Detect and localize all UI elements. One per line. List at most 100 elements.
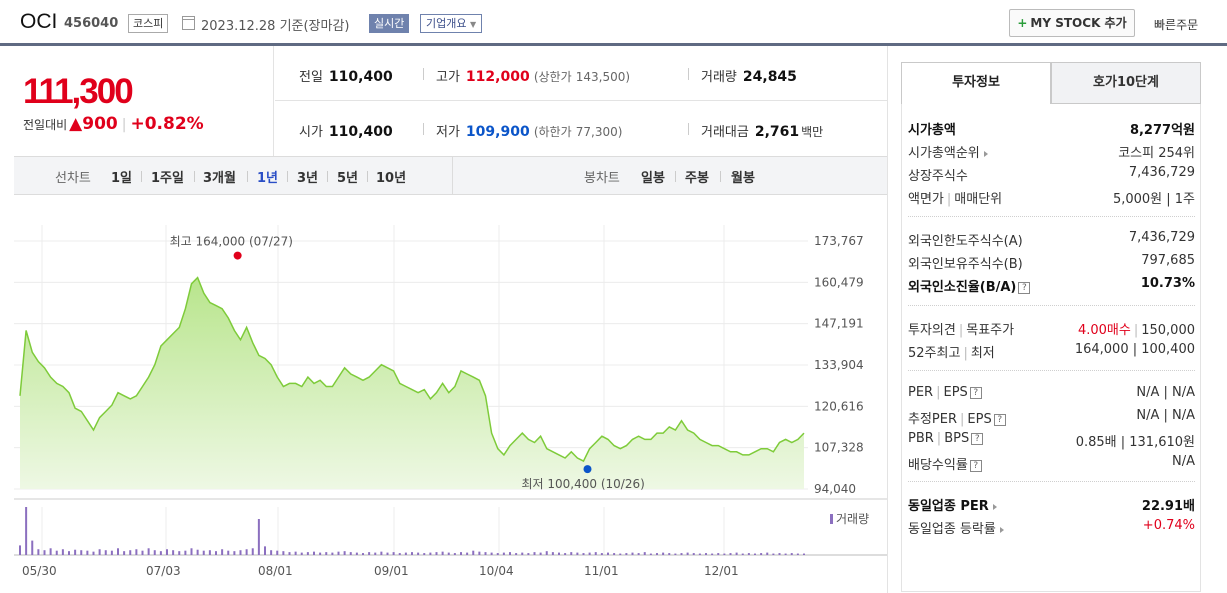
volume-bar <box>729 553 732 555</box>
quick-order-link[interactable]: 빠른주문 <box>1154 18 1199 32</box>
realtime-button[interactable]: 실시간 <box>369 14 410 33</box>
price-box: 111,300 전일대비 ▲900 | +0.82% <box>14 46 274 156</box>
volume-bar <box>245 549 248 555</box>
face-value-value: 5,000원 | 1주 <box>1112 192 1195 207</box>
calendar-icon <box>182 16 195 30</box>
info-row-sector-change[interactable]: 동일업종 등락률 +0.74% <box>908 515 1195 537</box>
info-row-sector-per[interactable]: 동일업종 PER 22.91배 <box>908 492 1195 514</box>
high-value: 112,000 <box>465 69 530 85</box>
price-chart[interactable]: 173,767 160,479 147,191 133,904 120,616 107,3… <box>14 195 887 593</box>
volume-bar <box>325 552 328 555</box>
info-row-cap-rank[interactable]: 시가총액순위 코스피 254위 <box>908 139 1195 161</box>
change-percent: +0.82% <box>130 114 204 134</box>
volume-bar <box>515 553 518 555</box>
quote-summary: 전일 110,400 고가 112,000 (상한가 143,500) 거래량 24,… <box>275 46 888 156</box>
volume-bar <box>441 551 444 555</box>
volume-bar <box>502 552 505 555</box>
info-row-market-cap: 시가총액 8,277억원 <box>908 116 1195 138</box>
face-value-label: 액면가 <box>908 192 944 207</box>
volume-bar <box>411 552 413 555</box>
volume-bar <box>343 551 346 555</box>
high-marker <box>233 251 242 260</box>
change-value: ▲900 <box>69 114 118 134</box>
per-label: PER <box>908 385 934 400</box>
help-icon[interactable]: ? <box>969 459 982 472</box>
shares-label: 상장주식수 <box>908 169 968 184</box>
help-icon[interactable]: ? <box>1018 281 1031 294</box>
volume-bar <box>362 553 364 555</box>
row-value: 22.91배 <box>1142 495 1195 514</box>
volume-bar <box>313 551 315 555</box>
corp-info-dropdown[interactable]: 기업개요 ▼ <box>420 14 483 33</box>
x-tick-label: 10/04 <box>479 564 514 578</box>
quote-row: 전일 110,400 고가 112,000 (상한가 143,500) 거래량 24,… <box>275 46 888 101</box>
volume-bar <box>551 552 554 555</box>
tab-invest-info[interactable]: 투자정보 <box>901 62 1051 104</box>
est-eps-label: EPS <box>967 412 992 427</box>
volume-bar <box>533 552 536 555</box>
volume-bar <box>184 550 187 555</box>
dividend-value: N/A <box>1172 454 1195 469</box>
low-label: 저가 <box>436 125 460 140</box>
divider: | <box>960 412 965 427</box>
volume-bar <box>766 552 769 555</box>
tab-3y[interactable]: 3년 <box>297 171 319 186</box>
volume-bar <box>55 550 58 555</box>
tab-1w[interactable]: 1주일 <box>151 171 184 186</box>
volume-legend: 거래량 <box>836 512 869 526</box>
arrow-right-icon <box>983 150 988 157</box>
volume-bar <box>790 553 793 555</box>
sector-change-label: 동일업종 등락률 <box>908 522 996 537</box>
add-mystock-button[interactable]: + MY STOCK 추가 <box>1009 9 1135 37</box>
x-tick-label: 12/01 <box>704 564 739 578</box>
volume-label: 거래량 <box>701 70 737 85</box>
volume-bar <box>129 550 132 555</box>
tab-monthly[interactable]: 월봉 <box>731 171 755 186</box>
volume-bar <box>453 553 456 555</box>
tab-10y[interactable]: 10년 <box>376 171 407 186</box>
volume-bar <box>135 549 138 555</box>
tab-daily[interactable]: 일봉 <box>641 171 665 186</box>
volume-bar <box>417 552 420 555</box>
high-annotation: 최고 164,000 (07/27) <box>170 235 293 249</box>
foreign-ratio-label: 외국인소진율(B/A) <box>908 280 1017 295</box>
tab-3m[interactable]: 3개월 <box>203 171 236 186</box>
row-label: 배당수익률? <box>908 454 982 473</box>
divider <box>720 171 721 182</box>
corp-info-label: 기업개요 <box>426 17 467 30</box>
sector-change-value: +0.74% <box>1142 518 1195 533</box>
volume-bar <box>380 551 383 555</box>
help-icon[interactable]: ? <box>993 413 1006 426</box>
volume-bar <box>31 540 34 555</box>
volume-bar <box>619 553 622 555</box>
est-per-label: 추정PER <box>908 412 958 427</box>
volume-bar <box>735 552 738 555</box>
volume-bar <box>613 553 616 555</box>
change-label: 전일대비 <box>23 118 68 132</box>
volume-bar <box>386 552 389 555</box>
info-row-est-per: 추정PER | EPS? N/A | N/A <box>908 405 1195 427</box>
volume-bar <box>110 550 113 555</box>
tab-5y[interactable]: 5년 <box>337 171 359 186</box>
y-tick-label: 147,191 <box>814 317 864 331</box>
divider: | <box>936 431 942 446</box>
help-icon[interactable]: ? <box>971 432 984 445</box>
row-label: 액면가 | 매매단위 <box>908 188 1002 207</box>
tab-weekly[interactable]: 주봉 <box>685 171 709 186</box>
pbr-value: 0.85배 | 131,610원 <box>1075 435 1195 450</box>
cap-rank-label: 시가총액순위 <box>908 146 980 161</box>
volume-bar <box>698 553 701 555</box>
help-icon[interactable]: ? <box>969 386 982 399</box>
divider <box>141 171 142 182</box>
volume-bar <box>668 553 671 555</box>
volume-bar <box>705 553 707 555</box>
open-label: 시가 <box>299 125 323 140</box>
tab-1y[interactable]: 1년 <box>257 171 279 186</box>
tab-orderbook-10[interactable]: 호가10단계 <box>1051 62 1201 104</box>
trade-amount: 거래대금 2,761 백만 <box>701 121 823 140</box>
volume-bar <box>772 553 775 555</box>
tab-1d[interactable]: 1일 <box>111 171 133 186</box>
volume-bar <box>331 552 334 555</box>
volume-bar <box>741 553 744 555</box>
